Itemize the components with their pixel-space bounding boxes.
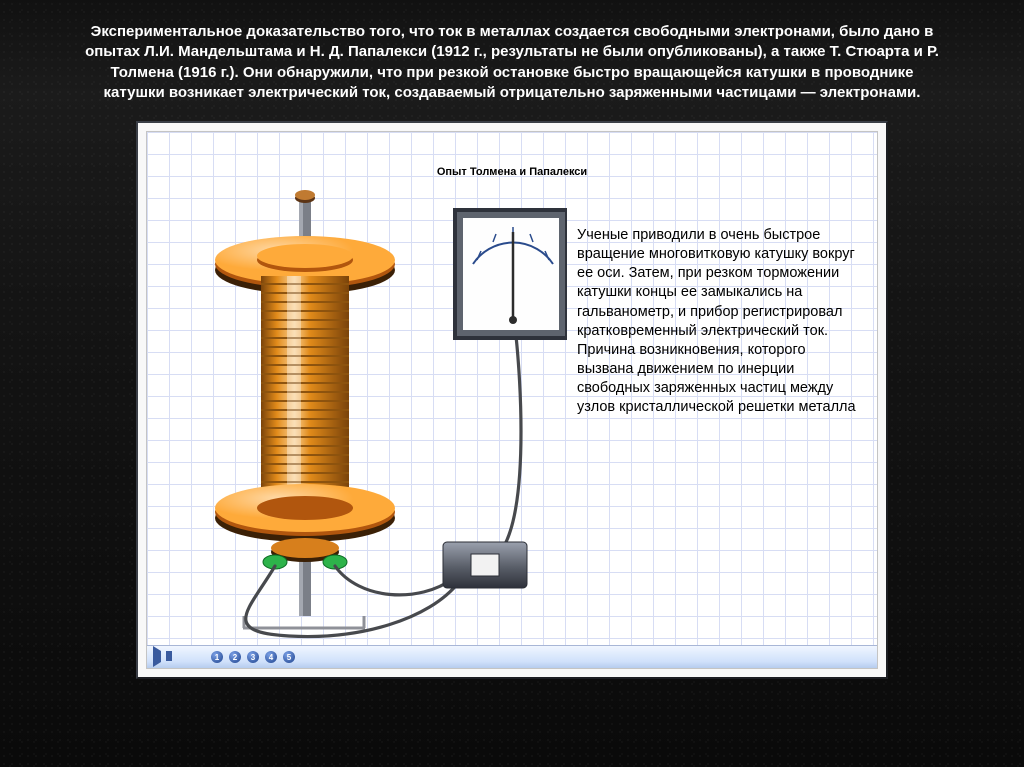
galvanometer — [455, 210, 567, 338]
physics-diagram — [159, 180, 567, 648]
diagram-description: Ученые приводили в очень быстрое вращени… — [577, 226, 857, 417]
stop-icon[interactable] — [185, 651, 195, 663]
step-dot-3[interactable]: 3 — [247, 651, 259, 663]
slide-frame: Опыт Толмена и Папалекси Ученые приводил… — [136, 121, 888, 679]
pause-icon[interactable] — [169, 651, 179, 663]
step-dot-5[interactable]: 5 — [283, 651, 295, 663]
diagram-caption: Опыт Толмена и Папалекси — [147, 166, 877, 178]
coil-bottom-disc — [215, 484, 395, 542]
play-icon[interactable] — [153, 651, 163, 663]
step-dot-4[interactable]: 4 — [265, 651, 277, 663]
slide-playbar: 1 2 3 4 5 — [147, 645, 877, 668]
page-title: Экспериментальное доказательство того, ч… — [78, 22, 946, 103]
amplifier-box — [443, 542, 527, 588]
step-dot-1[interactable]: 1 — [211, 651, 223, 663]
step-dot-2[interactable]: 2 — [229, 651, 241, 663]
coil-winding — [261, 276, 349, 500]
